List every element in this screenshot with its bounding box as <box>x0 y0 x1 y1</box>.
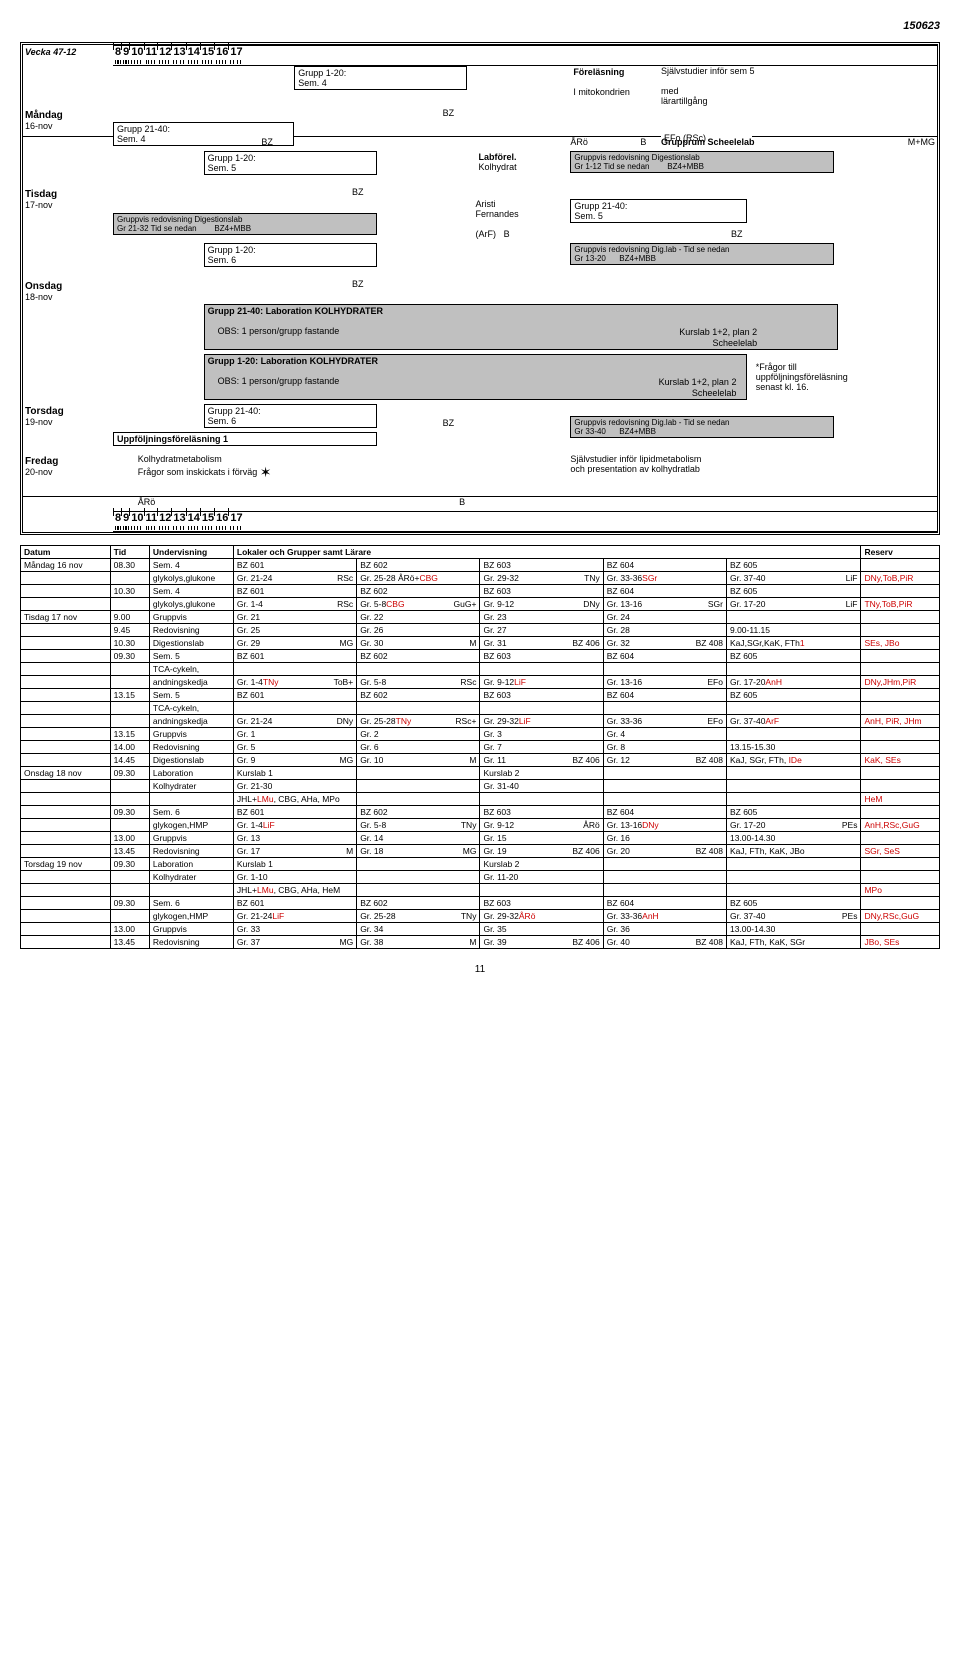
table-row: glykolys,glukone Gr. 1-4 RSc Gr. 5-8CBG … <box>21 598 940 611</box>
week-label: Vecka 47-12 <box>25 47 76 57</box>
table-row: 09.30 Sem. 6 BZ 601 BZ 602 BZ 603 BZ 604… <box>21 897 940 910</box>
table-row: Kolhydrater Gr. 1-10 Gr. 11-20 <box>21 871 940 884</box>
mon-grupprum: Grupprum Scheelelab <box>661 137 755 147</box>
day-mon: Måndag <box>25 110 111 121</box>
mon-aro: ÅRö <box>570 137 588 147</box>
star-icon: ✶ <box>260 464 272 480</box>
date-ons: 18-nov <box>25 292 111 302</box>
day-tis: Tisdag <box>25 189 111 200</box>
tor-lab-grey: Grupp 1-20: Laboration KOLHYDRATER OBS: … <box>204 354 748 400</box>
tor-fragor: *Frågor tilluppföljningsföreläsningsenas… <box>756 362 929 392</box>
fre-kolhydrat: KolhydratmetabolismFrågor som inskickats… <box>138 454 385 481</box>
table-row: 9.45 Redovisning Gr. 25 Gr. 26 Gr. 27 Gr… <box>21 624 940 637</box>
fre-b: B <box>459 497 465 507</box>
tor-uppfol1: Uppföljningsföreläsning 1 <box>113 432 377 446</box>
mon-grupp120: Grupp 1-20:Sem. 4 <box>294 66 467 90</box>
schedule-data-table: Datum Tid Undervisning Lokaler och Grupp… <box>20 545 940 949</box>
day-fre: Fredag <box>25 456 111 467</box>
table-row: glykogen,HMP Gr. 1-4LiF Gr. 5-8 TNy Gr. … <box>21 819 940 832</box>
th-lokaler: Lokaler och Grupper samt Lärare <box>233 546 861 559</box>
table-row: 13.15 Gruppvis Gr. 1 Gr. 2 Gr. 3 Gr. 4 <box>21 728 940 741</box>
date-fre: 20-nov <box>25 467 111 477</box>
tor-bz: BZ <box>443 418 455 428</box>
table-row: 10.30 Digestionslab Gr. 29 MG Gr. 30 M G… <box>21 637 940 650</box>
table-header-row: Datum Tid Undervisning Lokaler och Grupp… <box>21 546 940 559</box>
table-row: glykogen,HMP Gr. 21-24LiF Gr. 25-28 TNy … <box>21 910 940 923</box>
tis-gruppvisdig: Gruppvis redovisning Dig.lab - Tid se ne… <box>570 243 834 265</box>
th-reserv: Reserv <box>861 546 940 559</box>
ons-bz: BZ <box>352 279 364 289</box>
tis-gruppvis-grey: Gruppvis redovisning DigestionslabGr 21-… <box>113 213 377 235</box>
mon-labforel: Labförel.Kolhydrat <box>476 151 567 173</box>
th-tid: Tid <box>110 546 149 559</box>
table-row: Kolhydrater Gr. 21-30 Gr. 31-40 <box>21 780 940 793</box>
page-number: 11 <box>20 964 940 975</box>
fre-sjalv: Självstudier inför lipidmetabolismoch pr… <box>570 454 858 474</box>
date-tor: 19-nov <box>25 417 111 427</box>
table-row: 09.30 Sem. 5 BZ 601 BZ 602 BZ 603 BZ 604… <box>21 650 940 663</box>
table-row: TCA-cykeln, <box>21 702 940 715</box>
time-ruler-top: 891011121314151617 <box>113 45 937 66</box>
ons-lab-grey: Grupp 21-40: Laboration KOLHYDRATER OBS:… <box>204 304 838 350</box>
table-row: 14.00 Redovisning Gr. 5 Gr. 6 Gr. 7 Gr. … <box>21 741 940 754</box>
table-row: TCA-cykeln, <box>21 663 940 676</box>
day-ons: Onsdag <box>25 281 111 292</box>
time-ruler-bottom: 891011121314151617 <box>113 511 937 532</box>
tor-grupp2140: Grupp 21-40:Sem. 6 <box>204 404 377 428</box>
th-datum: Datum <box>21 546 111 559</box>
mon-mmg: M+MG <box>908 137 935 147</box>
mon-gruppvis-grey: Gruppvis redovisning DigestionslabGr 1-1… <box>570 151 834 173</box>
mon-bz2: BZ <box>261 137 273 147</box>
table-row: Onsdag 18 nov 09.30 Laboration Kurslab 1… <box>21 767 940 780</box>
table-row: andningskedja Gr. 1-4TNy ToB+ Gr. 5-8 RS… <box>21 676 940 689</box>
page-date-header: 150623 <box>20 20 940 32</box>
mon-bz: BZ <box>443 108 455 118</box>
table-row: Måndag 16 nov 08.30 Sem. 4 BZ 601 BZ 602… <box>21 559 940 572</box>
table-row: 14.45 Digestionslab Gr. 9 MG Gr. 10 M Gr… <box>21 754 940 767</box>
table-row: 09.30 Sem. 6 BZ 601 BZ 602 BZ 603 BZ 604… <box>21 806 940 819</box>
table-row: 13.45 Redovisning Gr. 37 MG Gr. 38 M Gr.… <box>21 936 940 949</box>
mon-forelasning: FöreläsningI mitokondrien <box>570 66 661 98</box>
mon-sjalvstudier: Självstudier inför sem 5medlärartillgång <box>661 66 826 106</box>
tis-aristi: AristiFernandes(ArF) B <box>476 199 567 239</box>
date-mon: 16-nov <box>25 121 111 131</box>
tis-bz: BZ <box>352 187 364 197</box>
table-row: 10.30 Sem. 4 BZ 601 BZ 602 BZ 603 BZ 604… <box>21 585 940 598</box>
table-row: 13.00 Gruppvis Gr. 13 Gr. 14 Gr. 15 Gr. … <box>21 832 940 845</box>
timeline-container: Vecka 47-12 891011121314151617 Grupp 1-2… <box>20 42 940 535</box>
fre-aro: ÅRö <box>138 497 156 507</box>
table-row: Tisdag 17 nov 9.00 Gruppvis Gr. 21 Gr. 2… <box>21 611 940 624</box>
mon-grupp120-5: Grupp 1-20:Sem. 5 <box>204 151 377 175</box>
table-row: andningskedja Gr. 21-24 DNy Gr. 25-28TNy… <box>21 715 940 728</box>
table-row: 13.45 Redovisning Gr. 17 M Gr. 18 MG Gr.… <box>21 845 940 858</box>
tis-grupp120: Grupp 1-20:Sem. 6 <box>204 243 377 267</box>
tis-grupp2140: Grupp 21-40:Sem. 5 <box>570 199 747 223</box>
table-row: 13.15 Sem. 5 BZ 601 BZ 602 BZ 603 BZ 604… <box>21 689 940 702</box>
table-row: 13.00 Gruppvis Gr. 33 Gr. 34 Gr. 35 Gr. … <box>21 923 940 936</box>
tis-bz2: BZ <box>731 229 743 239</box>
table-row: Torsdag 19 nov 09.30 Laboration Kurslab … <box>21 858 940 871</box>
th-und: Undervisning <box>149 546 233 559</box>
mon-b: B <box>640 137 646 147</box>
table-row: JHL+LMu, CBG, AHa, MPo HeM <box>21 793 940 806</box>
table-row: glykolys,glukone Gr. 21-24 RSc Gr. 25-28… <box>21 572 940 585</box>
table-row: JHL+LMu, CBG, AHa, HeM MPo <box>21 884 940 897</box>
date-tis: 17-nov <box>25 200 111 210</box>
day-tor: Torsdag <box>25 406 111 417</box>
